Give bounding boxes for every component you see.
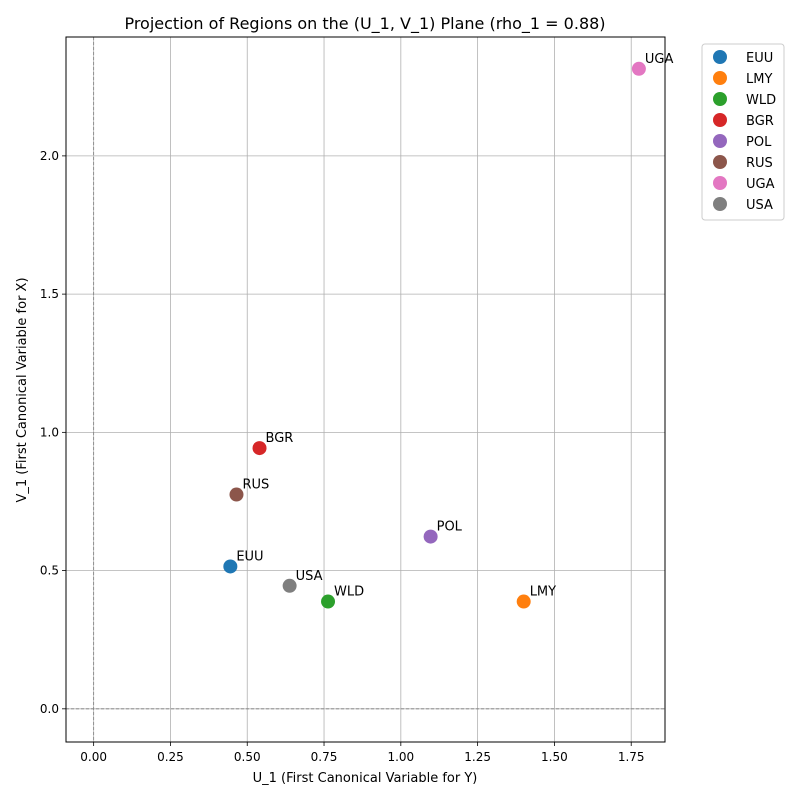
legend-label-euu: EUU (746, 51, 773, 66)
x-tick-label: 0.25 (157, 750, 184, 764)
data-point-uga (631, 61, 646, 76)
y-axis-ticks: 0.0 0.5 1.0 1.5 2.0 (40, 149, 66, 716)
legend-label-pol: POL (746, 135, 772, 150)
point-label-usa: USA (296, 569, 323, 584)
chart-title: Projection of Regions on the (U_1, V_1) … (124, 14, 605, 34)
legend-marker-usa (713, 197, 727, 211)
y-tick-label: 0.0 (40, 702, 59, 716)
data-points: EUU LMY WLD BGR POL RUS UGA USA (223, 52, 673, 609)
y-axis-label: V_1 (First Canonical Variable for X) (15, 277, 30, 502)
x-tick-label: 1.50 (541, 750, 568, 764)
point-label-pol: POL (437, 520, 463, 535)
x-axis-ticks: 0.00 0.25 0.50 0.75 1.00 1.25 1.50 1.75 (80, 742, 645, 764)
legend-label-lmy: LMY (746, 72, 772, 87)
legend-label-usa: USA (746, 198, 773, 213)
point-label-uga: UGA (645, 52, 674, 67)
legend-label-rus: RUS (746, 156, 773, 171)
grid (66, 37, 665, 742)
legend-marker-euu (713, 50, 727, 64)
legend-marker-bgr (713, 113, 727, 127)
point-label-lmy: LMY (530, 585, 556, 600)
data-point-wld (321, 594, 336, 609)
point-label-wld: WLD (334, 585, 364, 600)
data-point-pol (423, 529, 438, 544)
data-point-bgr (252, 441, 267, 456)
legend-label-wld: WLD (746, 93, 776, 108)
x-tick-label: 0.50 (234, 750, 261, 764)
y-tick-label: 1.5 (40, 287, 59, 301)
legend-marker-lmy (713, 71, 727, 85)
zero-lines (66, 37, 665, 742)
x-tick-label: 1.00 (387, 750, 414, 764)
point-label-euu: EUU (236, 549, 263, 564)
y-tick-label: 2.0 (40, 149, 59, 163)
legend-marker-wld (713, 92, 727, 106)
legend-marker-rus (713, 155, 727, 169)
x-tick-label: 0.00 (80, 750, 107, 764)
data-point-lmy (516, 594, 531, 609)
point-label-rus: RUS (242, 478, 269, 493)
legend-label-bgr: BGR (746, 114, 774, 129)
point-label-bgr: BGR (266, 431, 294, 446)
x-tick-label: 1.75 (618, 750, 645, 764)
y-tick-label: 0.5 (40, 564, 59, 578)
plot-frame (65, 36, 666, 743)
legend-marker-pol (713, 134, 727, 148)
legend: EUU LMY WLD BGR POL RUS UGA USA (701, 43, 785, 221)
data-point-usa (282, 578, 297, 593)
data-point-euu (223, 559, 238, 574)
legend-marker-uga (713, 176, 727, 190)
y-tick-label: 1.0 (40, 425, 59, 439)
data-point-rus (229, 487, 244, 502)
legend-box (701, 43, 785, 221)
legend-label-uga: UGA (746, 177, 775, 192)
x-axis-label: U_1 (First Canonical Variable for Y) (253, 771, 478, 786)
x-tick-label: 1.25 (464, 750, 491, 764)
x-tick-label: 0.75 (311, 750, 338, 764)
